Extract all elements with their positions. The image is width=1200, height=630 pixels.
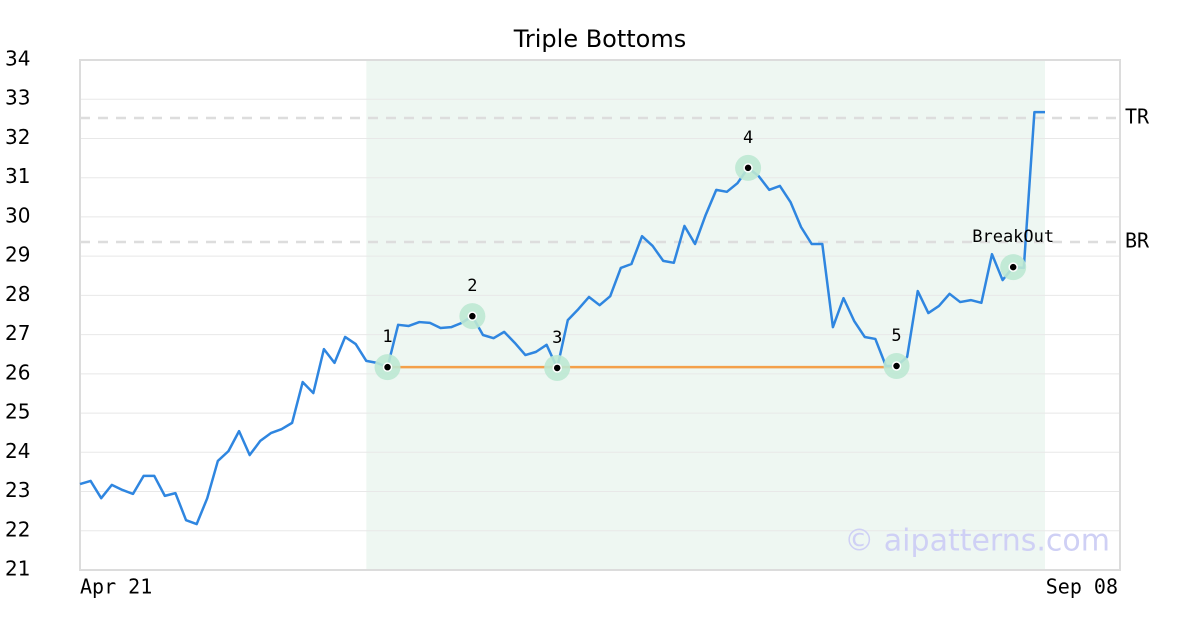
y-tick-label: 30	[5, 203, 30, 227]
watermark: © aipatterns.com	[844, 524, 1110, 559]
y-tick-label: 22	[5, 517, 30, 541]
y-tick-label: 24	[5, 439, 30, 463]
pivot-label: 4	[743, 128, 753, 148]
y-tick-label: 31	[5, 164, 30, 188]
pivot-label: BreakOut	[972, 227, 1054, 247]
pivot-label: 3	[552, 328, 562, 348]
plot-border	[79, 59, 1121, 571]
y-tick-label: 26	[5, 360, 30, 384]
y-tick-label: 29	[5, 243, 30, 267]
price-line	[79, 110, 1045, 526]
x-tick-label: Apr 21	[80, 575, 152, 599]
y-tick-label: 28	[5, 282, 30, 306]
pivot-label: 1	[382, 327, 392, 347]
level-label: TR	[1125, 105, 1150, 129]
y-tick-label: 21	[5, 557, 30, 581]
pivot-dot	[552, 363, 562, 373]
pivot-dot	[1008, 262, 1018, 272]
y-tick-label: 25	[5, 400, 30, 424]
pivot-dot	[467, 311, 478, 321]
pivot-dot	[891, 361, 902, 371]
x-tick-label: Sep 08	[1046, 575, 1118, 599]
pivot-dot	[743, 163, 753, 173]
level-label: BR	[1125, 229, 1150, 253]
pivot-label: 2	[467, 276, 477, 296]
pivot-dot	[382, 362, 393, 372]
y-tick-label: 23	[5, 478, 30, 502]
pivot-label: 5	[891, 326, 901, 346]
y-tick-label: 34	[5, 47, 30, 71]
y-tick-label: 33	[5, 86, 30, 110]
chart-title: Triple Bottoms	[513, 25, 687, 53]
y-tick-label: 27	[5, 321, 30, 345]
y-tick-label: 32	[5, 125, 30, 149]
